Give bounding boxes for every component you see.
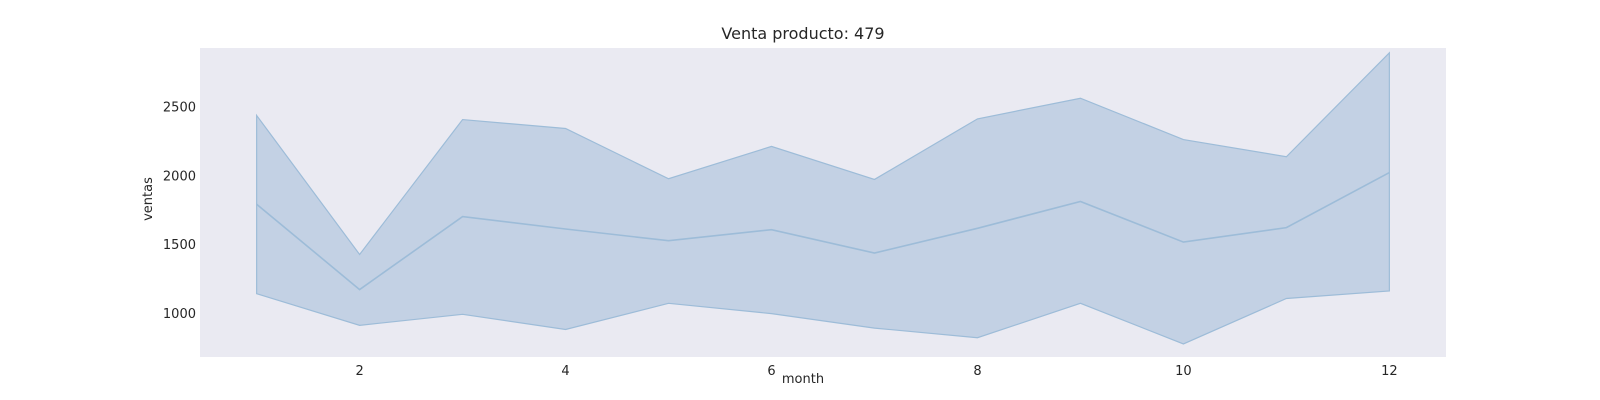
x-tick-label: 8: [973, 364, 981, 379]
x-tick-label: 6: [767, 364, 775, 379]
x-axis-ticks: 2 4 6 8 10 12: [355, 364, 1397, 379]
x-tick-label: 2: [355, 364, 363, 379]
x-tick-label: 10: [1175, 364, 1192, 379]
confidence-band: [256, 51, 1390, 345]
series-line-layer: [256, 171, 1390, 291]
chart-title: Venta producto: 479: [721, 24, 884, 43]
y-tick-label: 2000: [163, 169, 196, 184]
y-tick-label: 2500: [163, 100, 196, 115]
y-axis-label: ventas: [141, 177, 156, 221]
y-tick-label: 1500: [163, 238, 196, 253]
x-tick-label: 4: [561, 364, 569, 379]
y-tick-label: 1000: [163, 307, 196, 322]
x-axis-label: month: [782, 372, 824, 387]
series-line: [256, 171, 1390, 291]
x-tick-label: 12: [1381, 364, 1398, 379]
y-axis-ticks: 1000 1500 2000 2500: [163, 100, 196, 321]
confidence-band-layer: [256, 51, 1390, 345]
